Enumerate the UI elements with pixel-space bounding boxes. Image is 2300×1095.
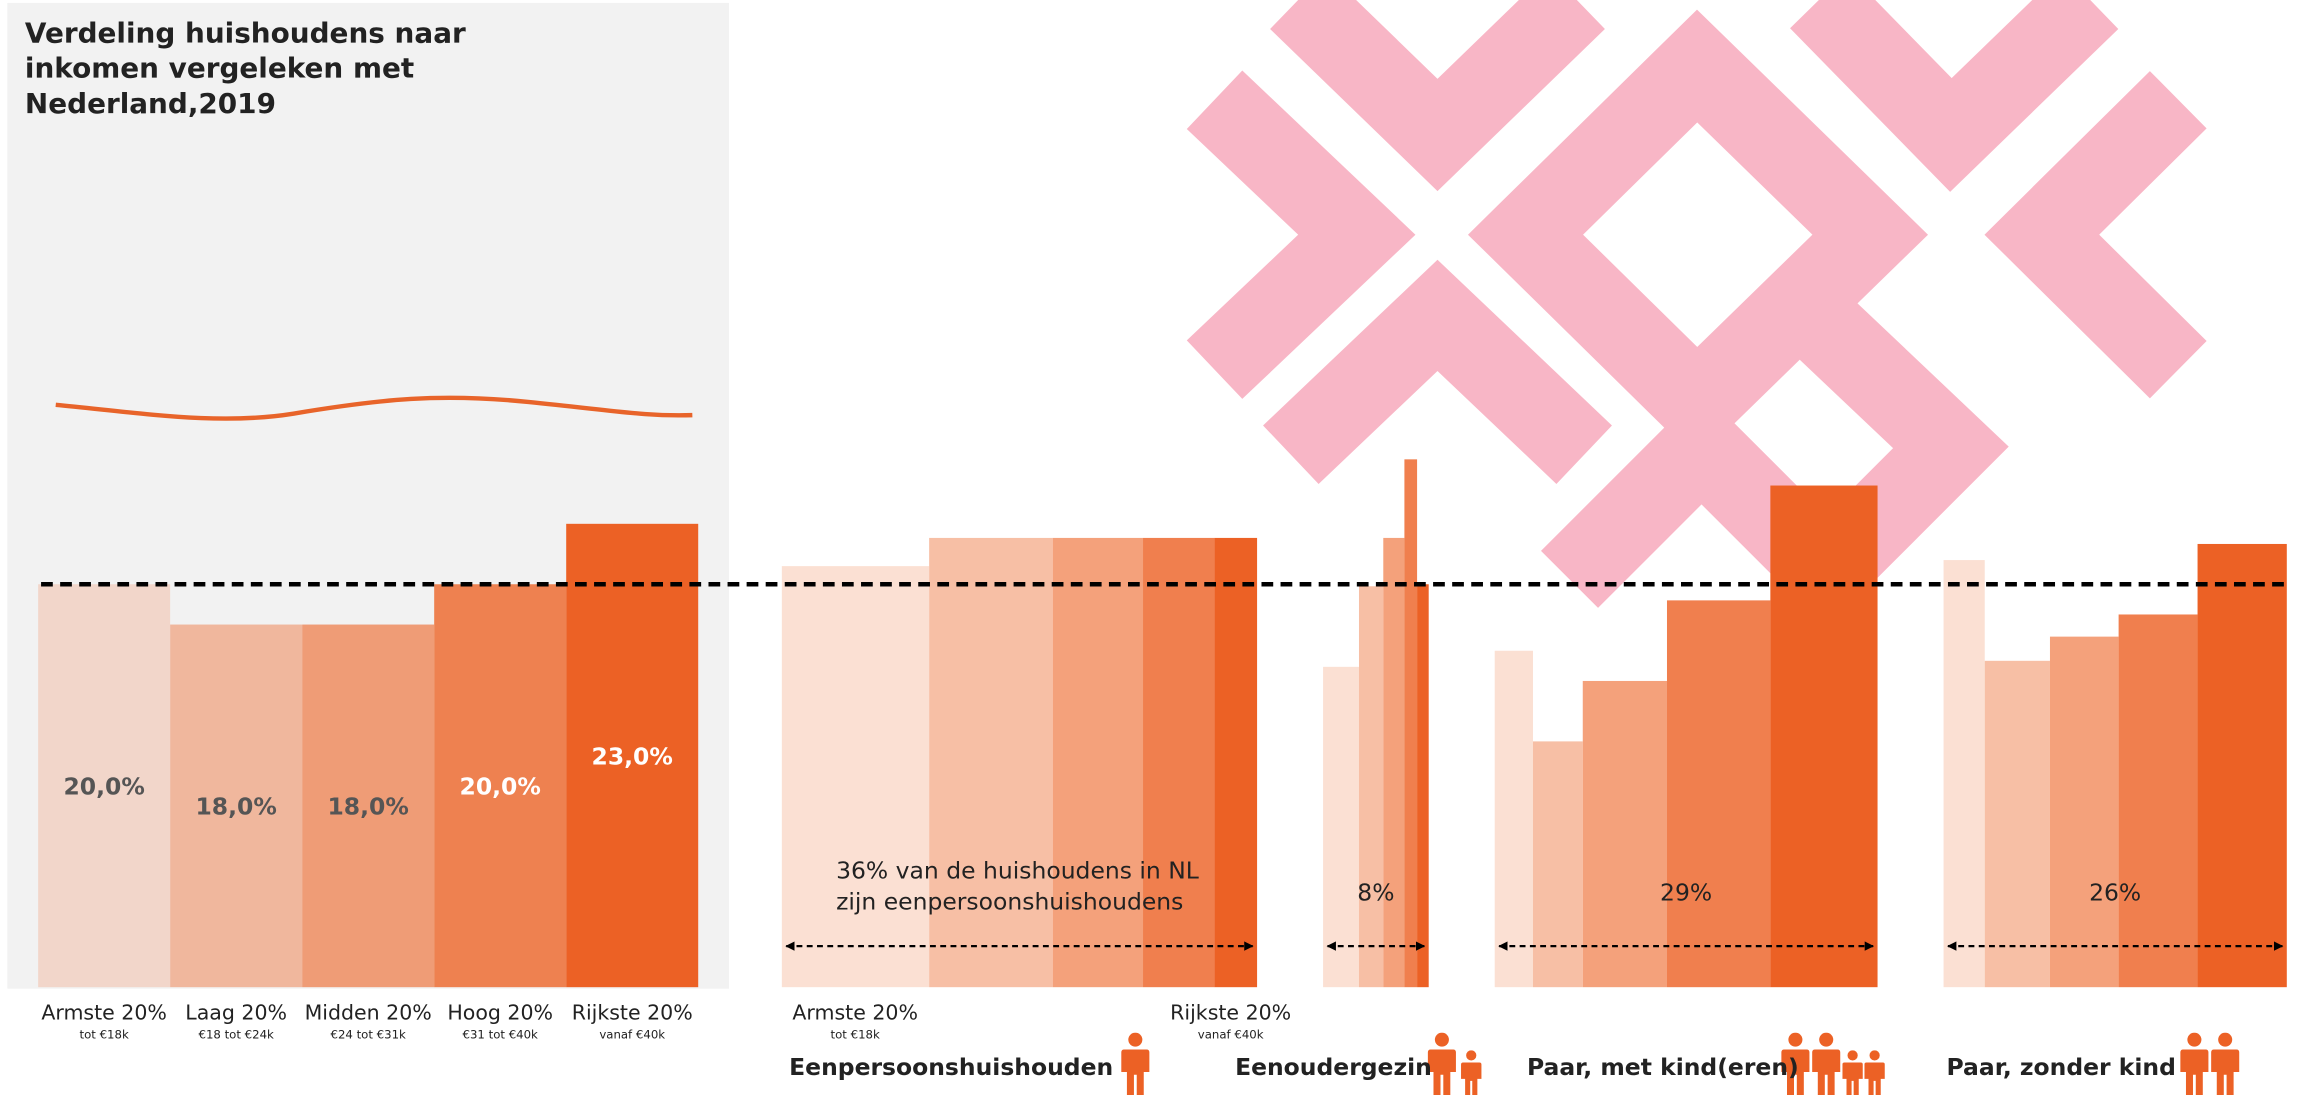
value-label: 23,0%: [592, 742, 673, 770]
bar: [1143, 538, 1214, 987]
share-label: 29%: [1660, 879, 1712, 907]
bar: [1053, 538, 1143, 987]
x-tick-label: Rijkste 20%: [1170, 1000, 1291, 1024]
x-tick-label: Hoog 20%: [447, 1000, 553, 1024]
bar: [1944, 560, 1985, 987]
bar: [1985, 661, 2050, 987]
value-label: 20,0%: [63, 773, 144, 801]
x-tick-sublabel: tot €18k: [80, 1028, 129, 1042]
bar: [782, 566, 929, 987]
title: Nederland,2019: [25, 87, 276, 120]
x-tick-label: Laag 20%: [185, 1000, 287, 1024]
x-tick-sublabel: €24 tot €31k: [331, 1028, 407, 1042]
bar: [1404, 459, 1417, 987]
x-tick-label: Armste 20%: [792, 1000, 918, 1024]
share-label: 26%: [2089, 879, 2141, 907]
group-name: Eenpersoonshuishouden: [789, 1053, 1113, 1081]
bar: [1770, 486, 1877, 988]
bar: [2050, 637, 2119, 988]
share-label: 8%: [1357, 879, 1394, 907]
bar: [1667, 600, 1770, 987]
bar: [1383, 538, 1404, 987]
value-label: 18,0%: [327, 793, 408, 821]
share-label: 36% van de huishoudens in NL: [836, 857, 1199, 885]
bar: [1533, 741, 1583, 987]
share-label: zijn eenpersoonshuishoudens: [836, 887, 1183, 915]
bar: [2119, 614, 2198, 987]
bar: [2198, 544, 2287, 987]
title: Verdeling huishoudens naar: [25, 17, 466, 50]
page: Verdeling huishoudens naar inkomen verge…: [0, 0, 2300, 1095]
title: inkomen vergeleken met: [25, 52, 414, 85]
logo: [1215, 0, 2179, 579]
x-tick-label: Midden 20%: [305, 1000, 432, 1024]
x-tick-sublabel: vanaf €40k: [1198, 1028, 1264, 1042]
infographic: Verdeling huishoudens naar inkomen verge…: [0, 0, 2300, 1095]
bar: [1495, 651, 1533, 987]
bar: [1583, 681, 1667, 987]
bar: [1323, 667, 1359, 987]
x-tick-sublabel: vanaf €40k: [599, 1028, 665, 1042]
bar: [1214, 538, 1257, 987]
x-tick-sublabel: €31 tot €40k: [463, 1028, 539, 1042]
bar: [1359, 586, 1383, 987]
group-name: Paar, zonder kind: [1946, 1053, 2175, 1081]
value-label: 18,0%: [195, 793, 276, 821]
value-label: 20,0%: [460, 773, 541, 801]
x-tick-label: Armste 20%: [41, 1000, 167, 1024]
x-tick-label: Rijkste 20%: [572, 1000, 693, 1024]
bar: [1417, 584, 1429, 987]
x-tick-sublabel: €18 tot €24k: [198, 1028, 274, 1042]
group-name: Paar, met kind(eren): [1527, 1053, 1799, 1081]
x-tick-sublabel: tot €18k: [831, 1028, 880, 1042]
group-name: Eenoudergezin: [1235, 1053, 1432, 1081]
bar: [929, 538, 1053, 987]
